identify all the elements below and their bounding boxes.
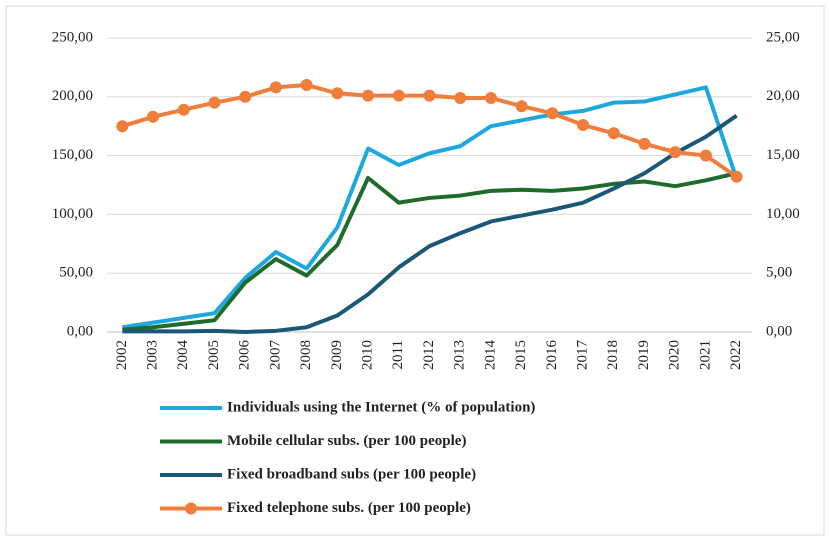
chart-border (5, 5, 825, 536)
legend-marker (185, 502, 197, 515)
x-tick-label: 2004 (175, 340, 191, 371)
y2-tick-label: 10,00 (766, 206, 800, 222)
x-tick-label: 2005 (206, 340, 222, 370)
y2-tick-label: 0,00 (766, 323, 792, 339)
point-marker (577, 119, 590, 132)
y2-tick-label: 20,00 (766, 88, 800, 104)
point-marker (147, 110, 160, 123)
x-tick-label: 2021 (697, 340, 713, 370)
y2-tick-label: 5,00 (766, 265, 792, 281)
y-tick-label: 250,00 (52, 29, 93, 45)
x-tick-label: 2003 (145, 340, 161, 370)
series-line (122, 171, 738, 332)
point-marker (239, 90, 252, 103)
point-marker (546, 107, 559, 120)
point-marker (423, 89, 436, 102)
point-marker (362, 89, 375, 102)
point-marker (515, 100, 528, 113)
point-marker (484, 91, 497, 104)
x-tick-label: 2010 (360, 340, 376, 370)
point-marker (669, 146, 682, 159)
x-tick-label: 2006 (237, 340, 253, 371)
y2-tick-label: 25,00 (766, 29, 800, 45)
x-tick-label: 2014 (482, 340, 498, 371)
x-tick-label: 2011 (390, 340, 406, 369)
y-tick-label: 100,00 (52, 206, 93, 222)
y-tick-label: 200,00 (52, 88, 93, 104)
point-marker (392, 89, 405, 102)
x-tick-label: 2012 (421, 340, 437, 370)
point-marker (699, 149, 712, 162)
legend-label: Fixed telephone subs. (per 100 people) (227, 500, 471, 516)
point-marker (607, 127, 620, 140)
point-marker (638, 137, 651, 150)
y-tick-label: 50,00 (59, 265, 93, 281)
x-tick-label: 2020 (667, 340, 683, 370)
series-line (122, 85, 739, 330)
y2-tick-label: 15,00 (766, 147, 800, 163)
series-line (122, 113, 738, 334)
x-tick-label: 2022 (728, 340, 744, 370)
x-tick-label: 2013 (452, 340, 468, 370)
point-marker (331, 87, 344, 100)
x-tick-label: 2007 (267, 340, 283, 371)
x-tick-label: 2018 (605, 340, 621, 370)
y-tick-label: 150,00 (52, 147, 93, 163)
y-tick-label: 0,00 (67, 323, 93, 339)
point-marker (300, 79, 313, 92)
x-tick-label: 2016 (544, 340, 560, 371)
x-tick-label: 2002 (114, 340, 130, 370)
legend-label: Mobile cellular subs. (per 100 people) (227, 433, 466, 449)
point-marker (454, 91, 467, 104)
point-marker (208, 96, 221, 109)
x-tick-label: 2009 (329, 340, 345, 370)
legend-label: Fixed broadband subs (per 100 people) (227, 466, 476, 482)
x-tick-label: 2015 (513, 340, 529, 370)
point-marker (116, 120, 129, 133)
point-marker (177, 103, 190, 116)
point-marker (269, 81, 282, 94)
x-tick-label: 2019 (636, 340, 652, 370)
point-marker (730, 170, 743, 183)
x-tick-label: 2008 (298, 340, 314, 370)
x-tick-label: 2017 (575, 340, 591, 371)
legend-label: Individuals using the Internet (% of pop… (227, 399, 535, 415)
